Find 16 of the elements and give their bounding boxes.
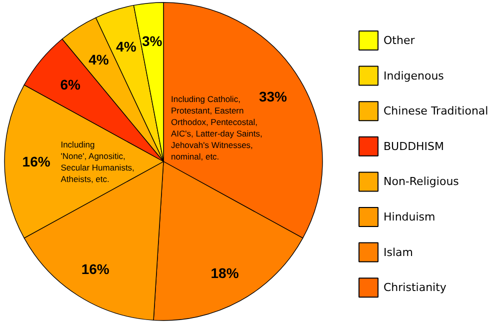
data-label: 3% xyxy=(142,33,163,50)
data-label: 16% xyxy=(22,154,51,170)
legend-label: Christianity xyxy=(384,281,447,294)
legend-label: Islam xyxy=(384,246,413,259)
data-label: 6% xyxy=(60,76,82,92)
legend-label: Chinese Traditional xyxy=(384,104,488,118)
data-label: 4% xyxy=(88,51,110,68)
text: Including 'None', Agnositic, Secular Humanists, Atheists, etc. xyxy=(60,139,134,184)
data-label: 4% xyxy=(116,38,137,55)
legend-label: BUDDHISM xyxy=(384,140,444,153)
legend-label: Indigenous xyxy=(384,69,444,82)
data-label: 16% xyxy=(81,260,110,277)
legend-label: Non-Religious xyxy=(384,175,460,188)
legend-label: Hinduism xyxy=(384,210,436,224)
data-label: 18% xyxy=(210,264,240,281)
legend-label: Other xyxy=(384,34,416,47)
